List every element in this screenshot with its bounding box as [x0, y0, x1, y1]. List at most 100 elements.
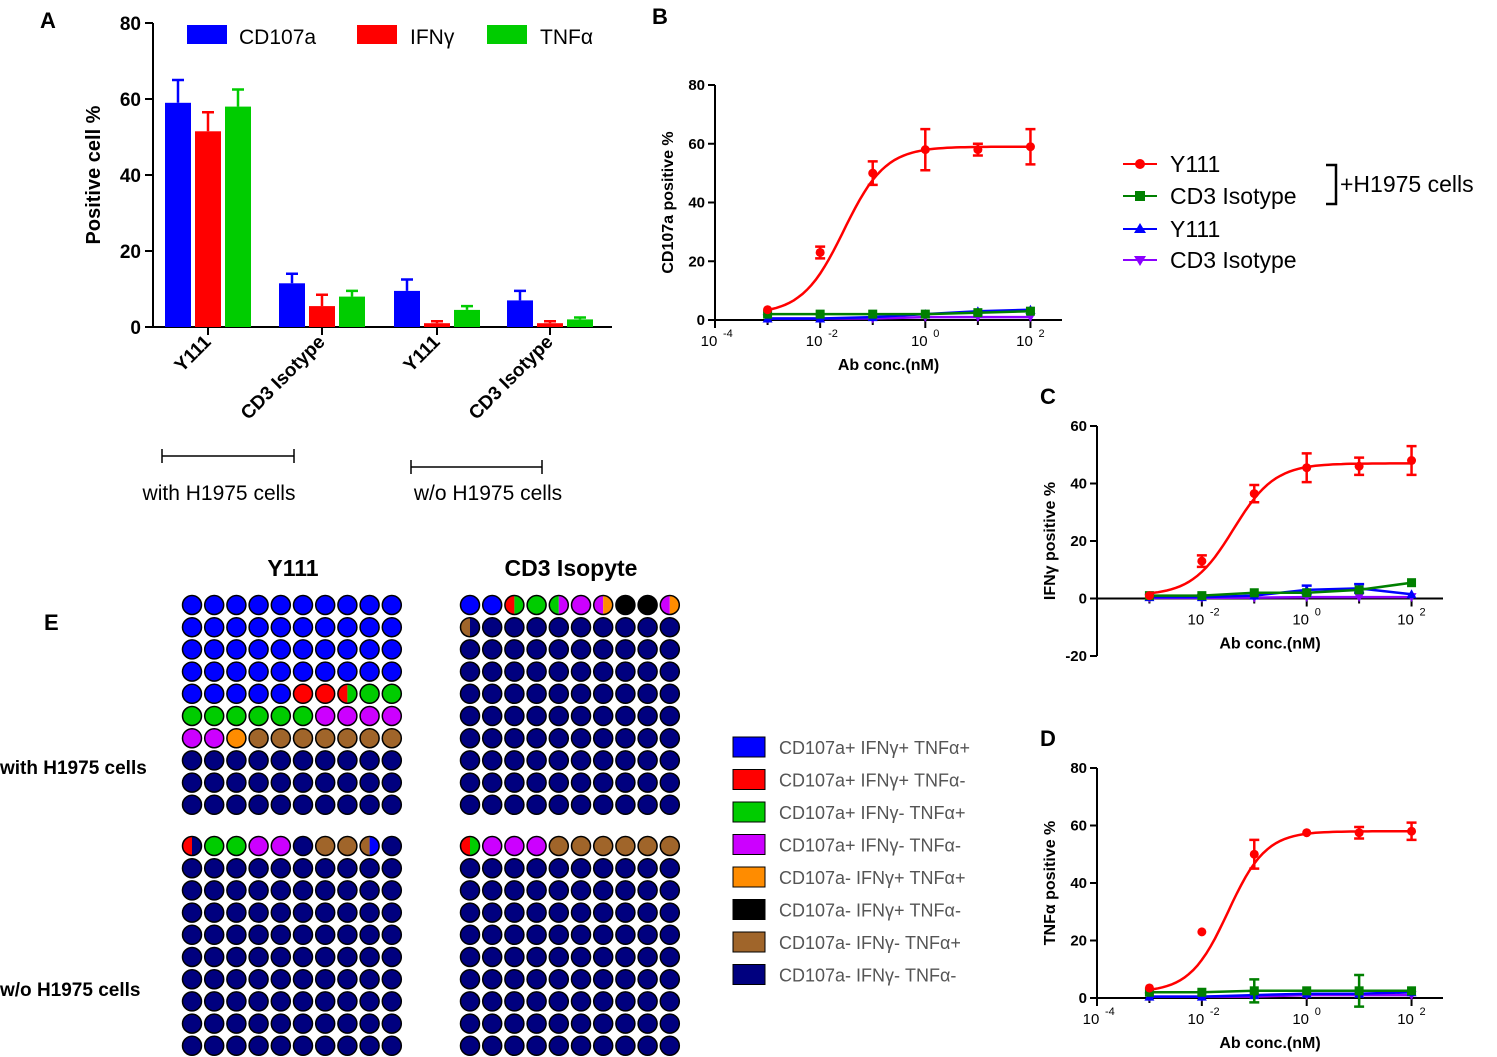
cell-dot: [248, 1035, 269, 1057]
cell-dot: [226, 857, 247, 879]
series-line: [1149, 581, 1412, 597]
cell-dot: [615, 594, 636, 616]
cell-dot: [637, 968, 658, 990]
y-axis-label: IFNγ positive %: [1042, 482, 1059, 600]
cell-dot: [314, 991, 336, 1012]
cell-dot: [337, 991, 358, 1012]
cell-dot: [181, 705, 203, 727]
group-label-with: with H1975 cells: [142, 482, 296, 505]
cell-dot: [314, 1013, 336, 1034]
cell-dot: [359, 835, 380, 857]
cell-dot: [337, 835, 358, 857]
dot-grid-y111-without: [181, 835, 403, 1057]
panel-d-line-chart: 0 20 40 60 80 10 -4 10 -2 10 0 10 2 Ab conc.(nM) TNFα …: [1042, 760, 1443, 1052]
cell-dot: [359, 705, 380, 727]
cell-dot: [570, 705, 592, 727]
data-point: [1249, 588, 1259, 598]
cell-dot: [203, 727, 225, 749]
panel-a-y-tick-label: 0: [130, 318, 141, 339]
cell-dot: [481, 991, 503, 1012]
cell-dot: [381, 683, 403, 705]
cell-dot: [570, 616, 592, 638]
cell-dot: [314, 1035, 336, 1057]
cell-dot: [181, 835, 203, 857]
cell-dot: [359, 880, 380, 901]
bar-tnfa: [454, 309, 480, 327]
cell-dot: [314, 857, 336, 879]
cell-dot: [359, 946, 380, 968]
cell-dot: [248, 880, 269, 901]
cell-dot: [659, 880, 681, 901]
cell-dot: [637, 946, 658, 968]
legend-entry-iso-wo: CD3 Isotype: [1170, 247, 1297, 273]
cell-dot: [248, 835, 269, 857]
cell-dot: [592, 1013, 614, 1034]
cell-dot: [481, 705, 503, 727]
cell-dot: [381, 727, 403, 749]
cell-dot: [292, 1013, 314, 1034]
cell-dot: [248, 616, 269, 638]
cell-dot: [381, 902, 403, 923]
cell-dot: [248, 683, 269, 705]
cell-dot: [337, 616, 358, 638]
cell-dot: [459, 1035, 481, 1057]
cell-dot: [270, 794, 292, 816]
cell-dot: [526, 946, 547, 968]
cell-dot: [381, 794, 403, 816]
cell-dot: [314, 968, 336, 990]
cell-dot: [570, 880, 592, 901]
y-tick-label: 80: [688, 77, 705, 94]
cell-dot: [226, 880, 247, 901]
cell-dot: [659, 1013, 681, 1034]
legend-entry-y111-wo: Y111: [1170, 216, 1220, 242]
cell-dot: [659, 968, 681, 990]
cell-dot: [459, 835, 481, 857]
cell-dot: [592, 661, 614, 682]
cell-dot: [292, 683, 314, 705]
cell-dot: [592, 639, 614, 660]
data-point: [1197, 591, 1207, 601]
bar-tnfa: [225, 106, 251, 327]
data-point: [1025, 142, 1035, 152]
cell-dot: [337, 968, 358, 990]
panel-letter-d: D: [1040, 726, 1056, 751]
data-point: [1407, 456, 1417, 465]
cell-dot: [637, 794, 658, 816]
dot-grid-iso-with: [459, 594, 681, 816]
cell-dot: [248, 639, 269, 660]
cell-dot: [637, 727, 658, 749]
cell-dot: [226, 594, 247, 616]
cell-dot: [481, 924, 503, 946]
cell-dot: [459, 727, 481, 749]
legend-bracket-label: +H1975 cells: [1340, 171, 1474, 197]
cell-dot: [314, 727, 336, 749]
x-tick-exponent: -2: [1210, 1006, 1220, 1018]
cell-dot: [203, 705, 225, 727]
cell-dot: [381, 639, 403, 660]
series-line: [767, 309, 1031, 316]
cell-dot: [203, 857, 225, 879]
cell-dot: [381, 924, 403, 946]
cell-dot: [292, 661, 314, 682]
legend-label: CD107a+ IFNγ- TNFα-: [779, 836, 961, 856]
cell-dot: [359, 902, 380, 923]
cell-dot: [615, 968, 636, 990]
cell-dot: [526, 661, 547, 682]
panel-e-row-label-without: w/o H1975 cells: [0, 980, 140, 1001]
cell-dot: [615, 857, 636, 879]
data-point: [1354, 585, 1364, 595]
cell-dot: [337, 946, 358, 968]
cell-dot: [248, 794, 269, 816]
x-tick-exponent: 2: [1420, 607, 1426, 619]
panel-letter-a: A: [40, 8, 56, 33]
cell-dot: [504, 705, 525, 727]
cell-dot: [292, 857, 314, 879]
cell-dot: [203, 639, 225, 660]
error-bar: [346, 289, 358, 297]
cell-dot: [615, 880, 636, 901]
dot-grid-iso-without: [459, 835, 681, 1057]
series-line: [1149, 989, 1412, 994]
cell-dot: [526, 727, 547, 749]
cell-dot: [570, 924, 592, 946]
